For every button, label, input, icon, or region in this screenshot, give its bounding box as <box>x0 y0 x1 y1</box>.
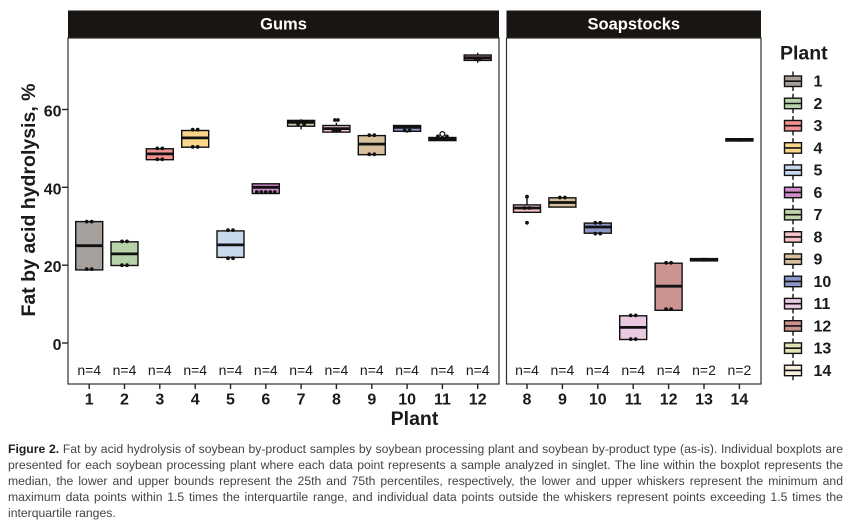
svg-text:n=4: n=4 <box>77 362 101 378</box>
svg-text:n=4: n=4 <box>289 362 313 378</box>
svg-text:11: 11 <box>814 296 831 313</box>
svg-text:n=2: n=2 <box>692 362 716 378</box>
svg-text:n=4: n=4 <box>431 362 455 378</box>
svg-text:12: 12 <box>814 318 832 335</box>
svg-text:10: 10 <box>814 274 832 291</box>
svg-text:n=2: n=2 <box>728 362 752 378</box>
svg-text:8: 8 <box>523 392 532 409</box>
svg-text:n=4: n=4 <box>657 362 681 378</box>
svg-text:0: 0 <box>53 337 62 354</box>
svg-text:7: 7 <box>297 392 306 409</box>
svg-text:1: 1 <box>814 74 823 91</box>
svg-text:n=4: n=4 <box>219 362 243 378</box>
svg-text:n=4: n=4 <box>113 362 137 378</box>
svg-text:5: 5 <box>226 392 235 409</box>
svg-text:n=4: n=4 <box>254 362 278 378</box>
svg-text:n=4: n=4 <box>183 362 207 378</box>
svg-text:n=4: n=4 <box>360 362 384 378</box>
svg-text:Soapstocks: Soapstocks <box>587 16 680 34</box>
svg-text:6: 6 <box>261 392 270 409</box>
svg-text:10: 10 <box>589 392 607 409</box>
svg-text:10: 10 <box>398 392 416 409</box>
svg-text:n=4: n=4 <box>148 362 172 378</box>
svg-text:n=4: n=4 <box>551 362 575 378</box>
svg-text:11: 11 <box>434 392 451 409</box>
svg-text:12: 12 <box>660 392 678 409</box>
svg-text:n=4: n=4 <box>325 362 349 378</box>
svg-text:14: 14 <box>814 363 832 380</box>
svg-text:3: 3 <box>155 392 164 409</box>
svg-text:8: 8 <box>814 229 823 246</box>
svg-text:13: 13 <box>695 392 713 409</box>
svg-text:4: 4 <box>191 392 200 409</box>
svg-text:13: 13 <box>814 341 832 358</box>
svg-text:Fat by acid hydrolysis, %: Fat by acid hydrolysis, % <box>18 84 40 317</box>
svg-text:2: 2 <box>814 96 823 113</box>
svg-text:1: 1 <box>85 392 94 409</box>
svg-text:n=4: n=4 <box>515 362 539 378</box>
svg-text:n=4: n=4 <box>395 362 419 378</box>
svg-text:Plant: Plant <box>780 43 828 65</box>
svg-text:n=4: n=4 <box>586 362 610 378</box>
svg-text:14: 14 <box>731 392 749 409</box>
svg-text:9: 9 <box>558 392 567 409</box>
svg-text:4: 4 <box>814 140 823 157</box>
svg-text:12: 12 <box>469 392 487 409</box>
svg-text:7: 7 <box>814 207 823 224</box>
svg-text:n=4: n=4 <box>466 362 490 378</box>
svg-text:6: 6 <box>814 185 823 202</box>
svg-text:60: 60 <box>44 104 62 121</box>
svg-text:9: 9 <box>814 252 823 269</box>
svg-text:40: 40 <box>44 181 62 198</box>
svg-text:3: 3 <box>814 118 823 135</box>
svg-text:5: 5 <box>814 163 823 180</box>
svg-text:9: 9 <box>367 392 376 409</box>
svg-text:11: 11 <box>625 392 642 409</box>
svg-text:Gums: Gums <box>260 16 307 34</box>
svg-text:Plant: Plant <box>391 408 439 430</box>
svg-text:20: 20 <box>44 259 62 276</box>
svg-text:2: 2 <box>120 392 129 409</box>
svg-text:n=4: n=4 <box>621 362 645 378</box>
svg-text:8: 8 <box>332 392 341 409</box>
